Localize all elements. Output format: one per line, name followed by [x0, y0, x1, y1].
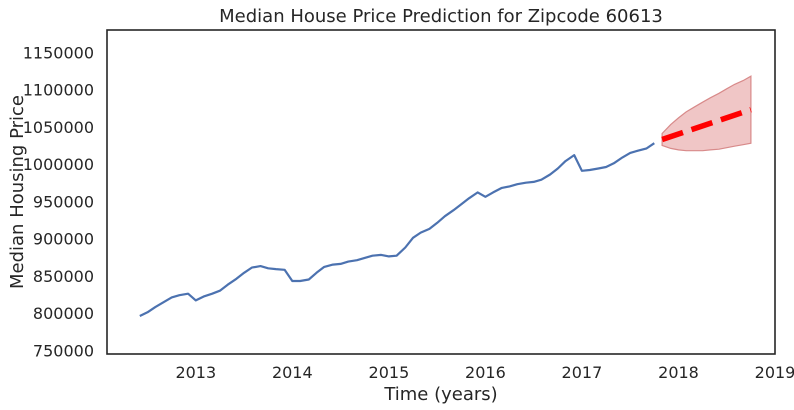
y-tick-label: 1000000: [23, 155, 94, 174]
x-tick-label: 2015: [369, 363, 410, 382]
y-tick-label: 850000: [33, 267, 94, 286]
y-tick-label: 1050000: [23, 118, 94, 137]
historical-price-line: [139, 142, 655, 317]
confidence-band-layer: [661, 75, 752, 152]
y-axis-label: Median Housing Price: [7, 95, 28, 289]
x-axis-label: Time (years): [383, 384, 497, 405]
plot-frame: [106, 29, 776, 355]
x-tick-label: 2019: [755, 363, 794, 382]
x-tick-label: 2013: [175, 363, 216, 382]
y-tick-label: 1150000: [23, 43, 94, 62]
x-tick-label: 2018: [658, 363, 699, 382]
series-layer: [139, 107, 752, 317]
x-tick-label: 2016: [465, 363, 506, 382]
x-ticks: 2013 2014 2015 2016 2017 2018 2019: [175, 363, 794, 382]
y-tick-label: 1100000: [23, 81, 94, 100]
x-tick-label: 2017: [562, 363, 603, 382]
x-tick-label: 2014: [272, 363, 313, 382]
forecast-line: [661, 107, 752, 143]
y-ticks: 750000 800000 850000 900000 950000 1000000 105…: [23, 43, 94, 360]
y-tick-label: 950000: [33, 192, 94, 211]
y-tick-label: 750000: [33, 341, 94, 360]
y-tick-label: 800000: [33, 304, 94, 323]
y-tick-label: 900000: [33, 230, 94, 249]
chart-title: Median House Price Prediction for Zipcod…: [219, 6, 663, 27]
confidence-band: [661, 75, 752, 152]
